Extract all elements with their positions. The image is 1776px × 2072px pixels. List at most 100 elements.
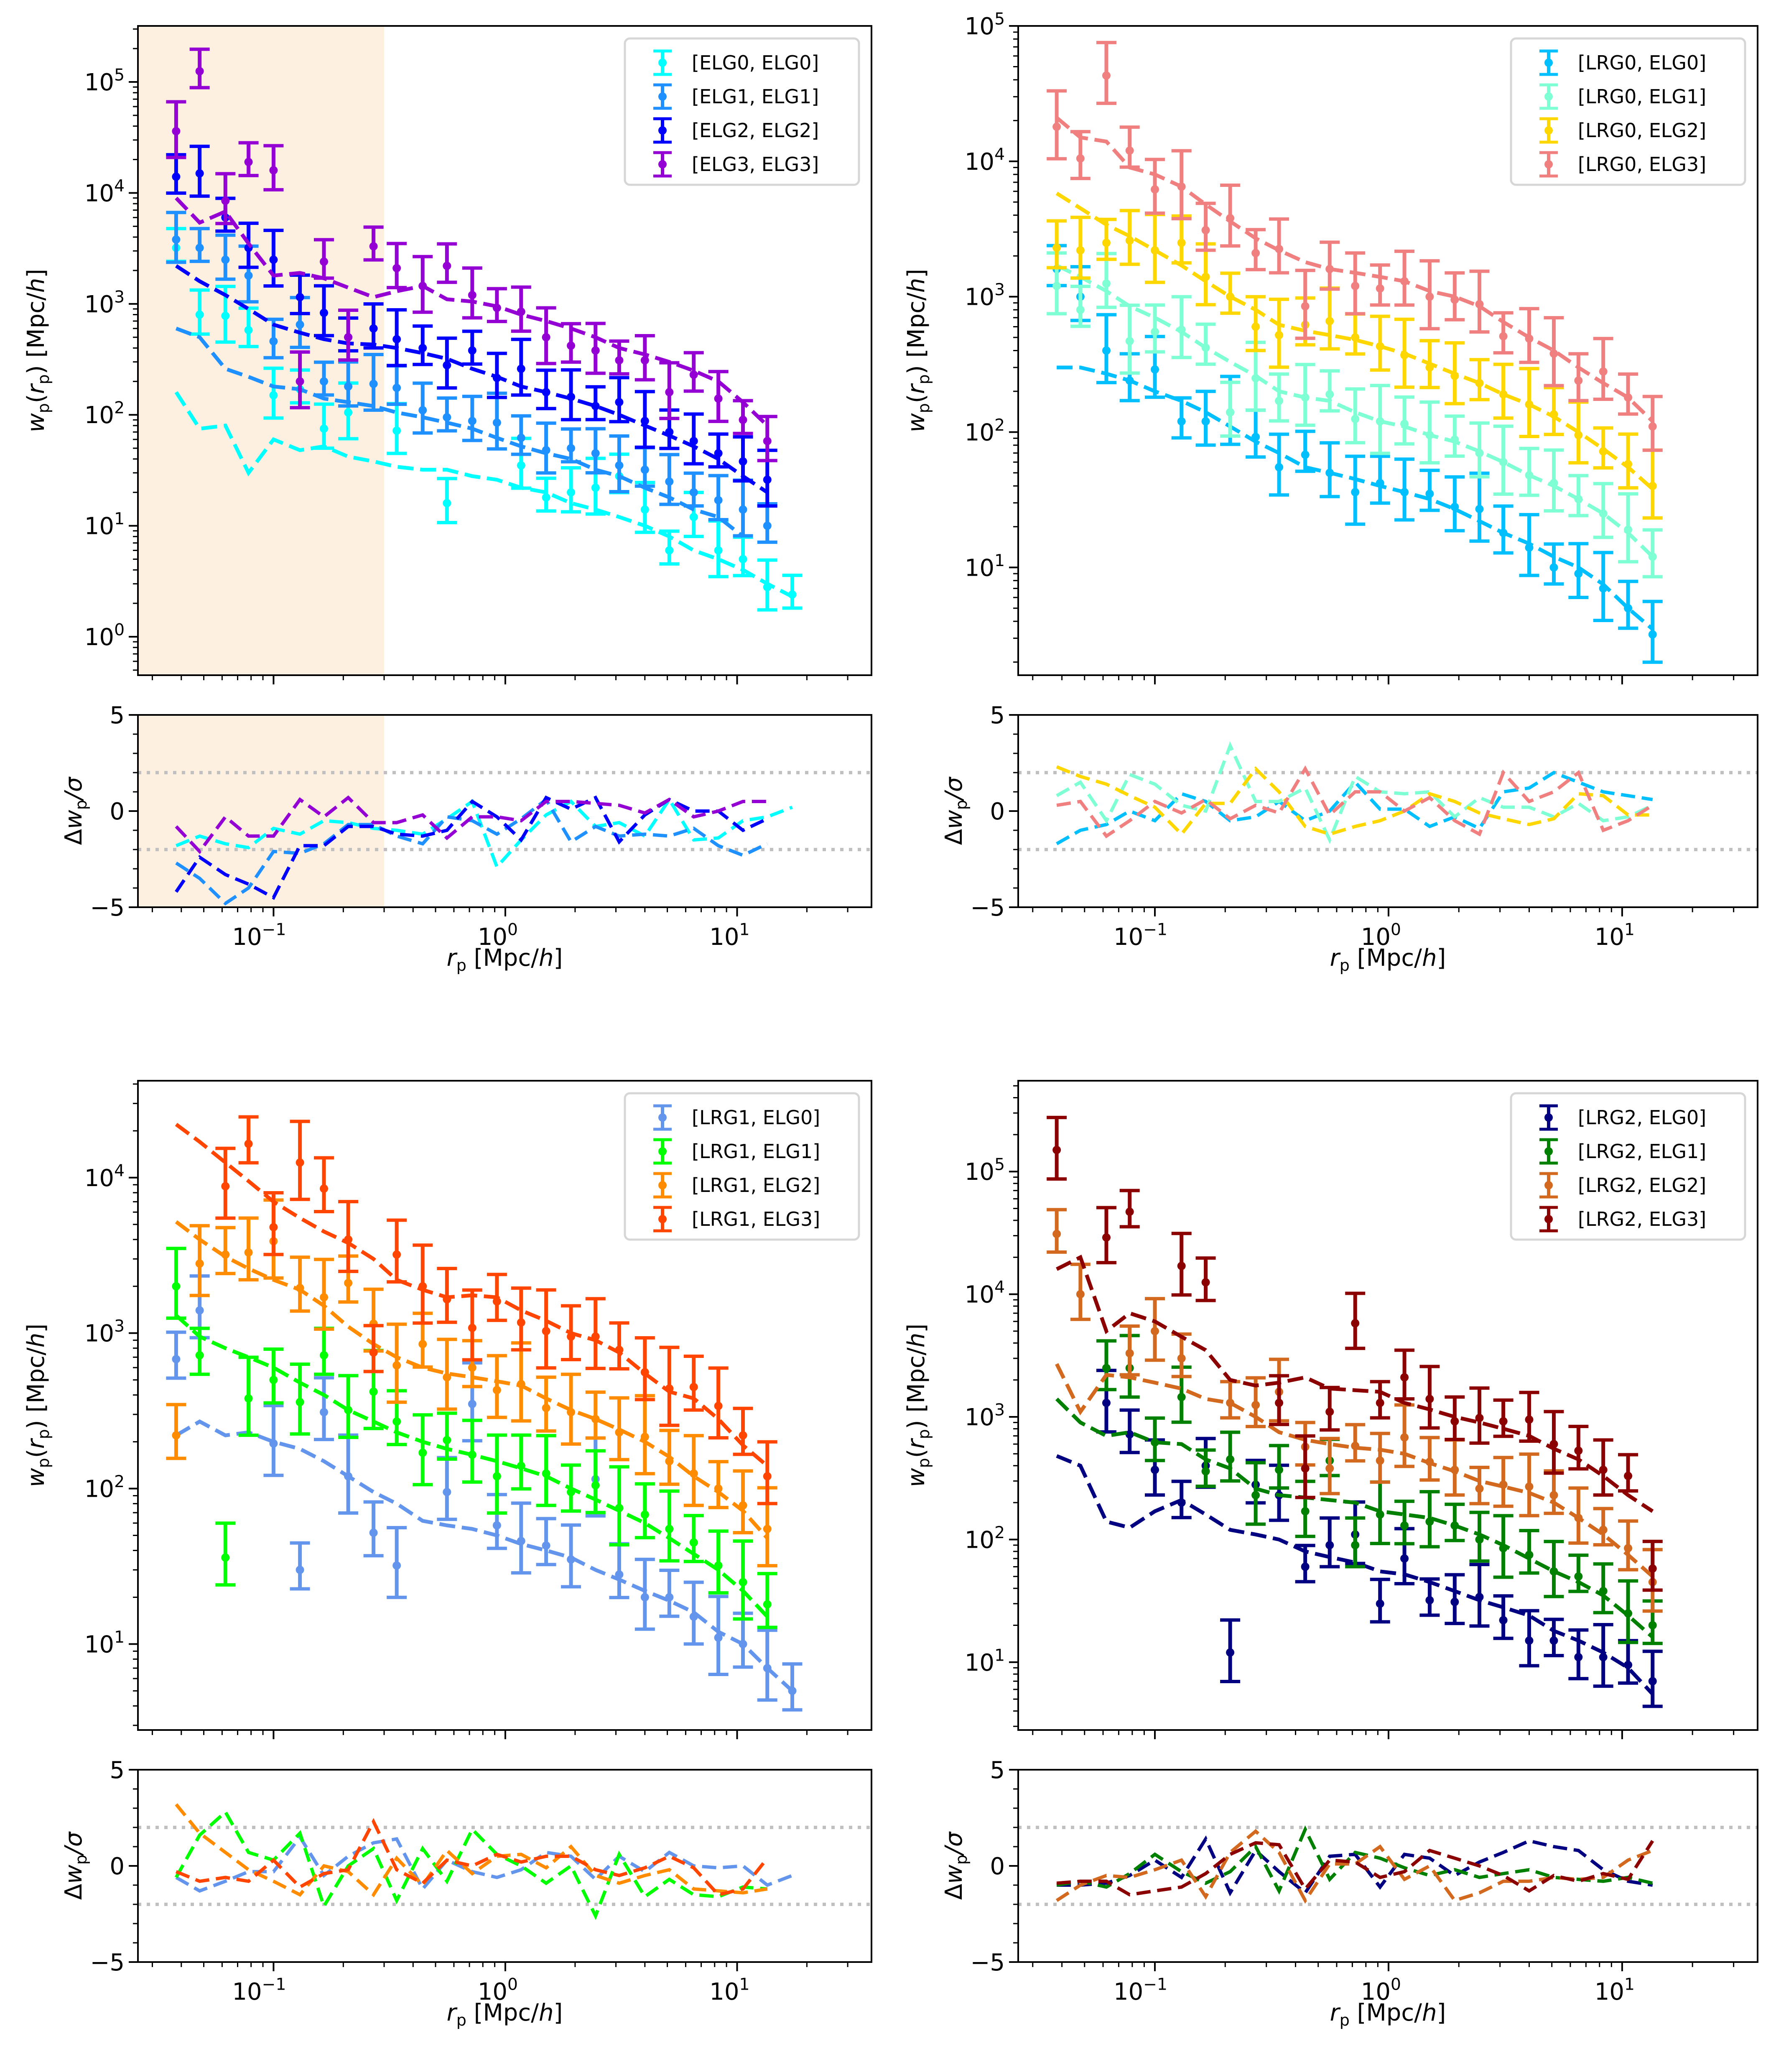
data-point [1151, 1465, 1159, 1474]
data-point [320, 424, 329, 433]
x-tick-label: 101 [1595, 920, 1635, 951]
data-point [567, 1408, 576, 1416]
y-tick-label: 102 [84, 399, 125, 429]
data-point [269, 255, 278, 264]
data-point [1425, 1596, 1434, 1605]
x-tick-label: 10−1 [232, 920, 286, 951]
data-point [689, 513, 698, 521]
y-tick-label: 101 [965, 551, 1005, 582]
data-point [714, 1561, 723, 1570]
legend-label: [LRG1, ELG2] [692, 1174, 820, 1197]
data-point [244, 1394, 253, 1403]
resid-tick-label: −5 [90, 894, 125, 921]
legend-marker-icon [658, 1181, 667, 1189]
data-point [1400, 277, 1409, 286]
data-point [244, 326, 253, 334]
legend: [ELG0, ELG0] [ELG1, ELG1] [ELG2, ELG2] [ELG… [624, 37, 860, 186]
y-tick-label: 104 [965, 145, 1005, 176]
data-point [1499, 458, 1508, 467]
legend: [LRG2, ELG0] [LRG2, ELG1] [LRG2, ELG2] [LRG… [1510, 1092, 1746, 1241]
data-point [468, 346, 476, 355]
data-point [1400, 419, 1409, 428]
data-point [1125, 1430, 1134, 1439]
data-point [1102, 71, 1111, 80]
data-point [1525, 400, 1534, 409]
data-point [714, 496, 723, 505]
data-point [344, 1278, 353, 1287]
data-point [369, 242, 378, 251]
data-point [1201, 273, 1210, 281]
data-point [1177, 182, 1186, 191]
resid-tick-label: 0 [110, 798, 125, 825]
y-tick-label: 101 [84, 510, 125, 540]
data-point [763, 1664, 772, 1673]
data-point [689, 488, 698, 497]
data-point [1151, 185, 1159, 194]
y-tick-label: 100 [84, 620, 125, 651]
data-point [763, 1600, 772, 1609]
data-point [269, 391, 278, 400]
data-point [468, 416, 476, 425]
resid-tick-label: 0 [990, 798, 1005, 825]
data-point [1525, 543, 1534, 552]
data-point [344, 1406, 353, 1414]
data-point [640, 1593, 649, 1602]
data-point [567, 1488, 576, 1496]
data-point [1351, 333, 1360, 342]
data-point [269, 166, 278, 175]
data-point [1301, 1507, 1310, 1516]
data-point [1076, 154, 1085, 163]
data-point [542, 446, 550, 454]
data-point [714, 449, 723, 458]
legend-marker-icon [658, 160, 667, 168]
data-point [1275, 331, 1284, 339]
data-point [1425, 1395, 1434, 1403]
data-point [296, 1284, 304, 1292]
legend-label: [LRG2, ELG0] [1578, 1106, 1706, 1129]
data-point [1201, 343, 1210, 352]
data-point [392, 1250, 401, 1259]
data-point [739, 1578, 747, 1587]
data-point [591, 1481, 600, 1490]
data-point [492, 1386, 501, 1394]
data-point [195, 67, 204, 76]
data-point [195, 310, 204, 319]
data-point [1648, 1621, 1657, 1630]
data-point [1052, 281, 1061, 290]
y-tick-label: 104 [84, 1161, 125, 1192]
residual-line [1055, 1829, 1654, 1904]
data-point [1151, 1438, 1159, 1447]
data-point [1624, 1544, 1633, 1553]
x-tick-label: 10−1 [232, 1975, 286, 2006]
data-point [591, 402, 600, 411]
data-point [689, 1469, 698, 1478]
data-point [1275, 1465, 1284, 1474]
data-point [763, 436, 772, 445]
data-point [392, 335, 401, 344]
data-point [1275, 396, 1284, 405]
legend-marker-icon [1544, 59, 1553, 67]
data-point [320, 1293, 329, 1301]
resid-axis-label: Δwp/σ [940, 776, 971, 845]
data-point [739, 555, 747, 564]
data-point [689, 1612, 698, 1621]
data-point [1450, 1597, 1459, 1606]
legend-marker-icon [658, 1147, 667, 1156]
y-tick-label: 102 [84, 1472, 125, 1503]
data-point [1525, 471, 1534, 480]
data-point [1624, 1609, 1633, 1618]
data-point [1425, 431, 1434, 439]
data-point [1400, 351, 1409, 360]
data-point [1301, 1562, 1310, 1571]
data-point [392, 1561, 401, 1570]
data-point [443, 1488, 451, 1496]
data-point [221, 1250, 230, 1259]
data-point [244, 158, 253, 166]
data-point [615, 1503, 624, 1512]
x-tick-label: 101 [709, 920, 749, 951]
data-point [418, 344, 427, 352]
data-point [1574, 376, 1583, 385]
legend-label: [LRG1, ELG0] [692, 1106, 820, 1129]
model-line [175, 327, 744, 538]
residual-line [1056, 1825, 1653, 1895]
